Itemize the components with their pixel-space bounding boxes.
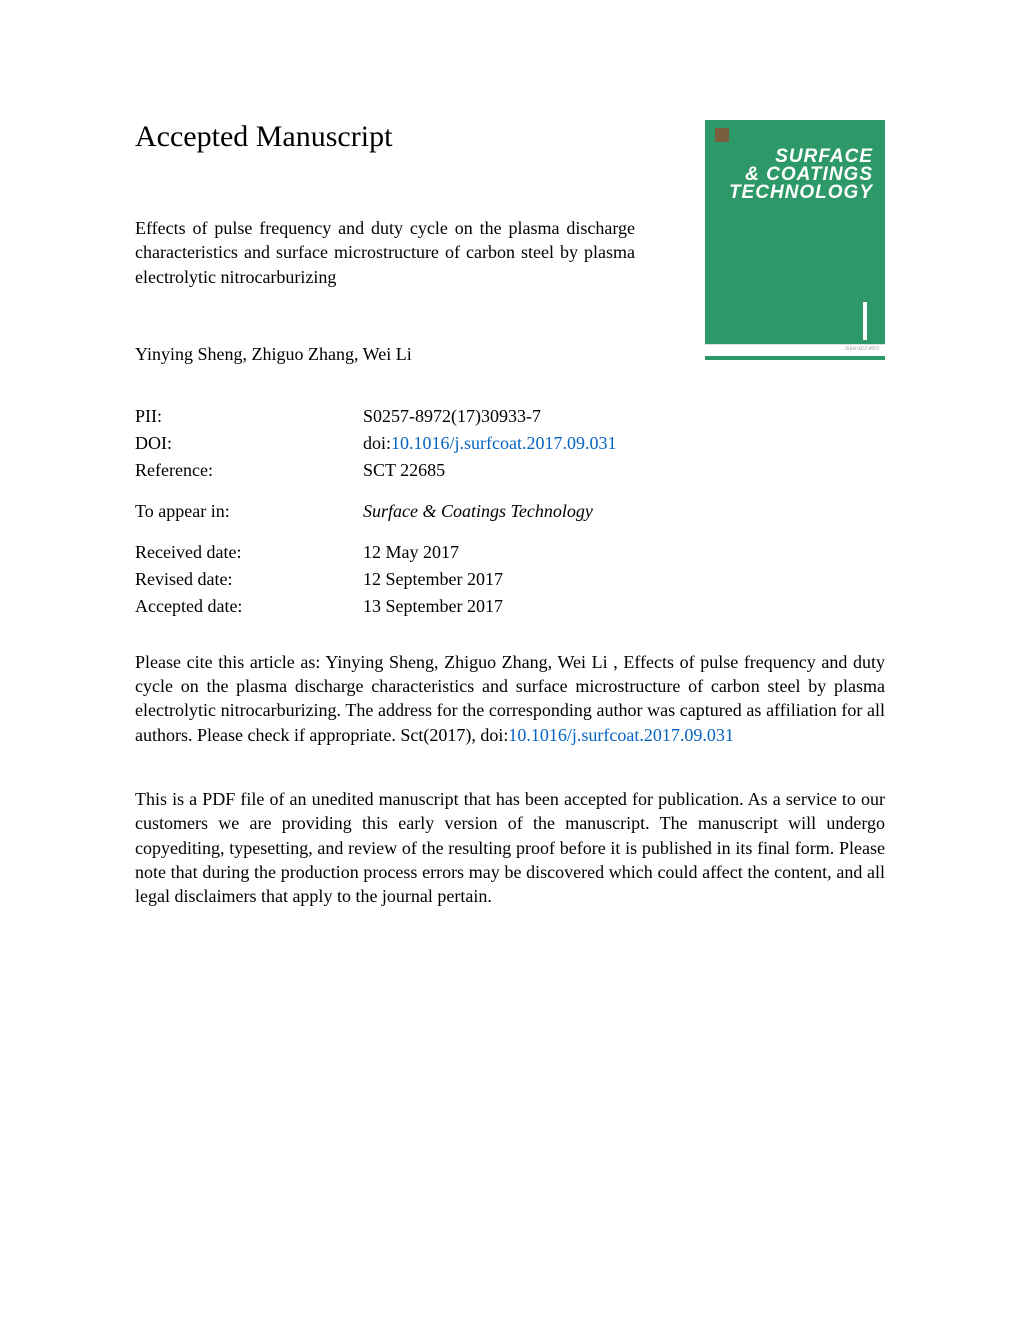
metadata-row-doi: DOI: doi:10.1016/j.surfcoat.2017.09.031 [135, 430, 885, 457]
accepted-value: 13 September 2017 [363, 593, 503, 620]
journal-cover-thumbnail: SURFACE & COATINGS TECHNOLOGY ISSN 0257-… [705, 120, 885, 360]
appear-label: To appear in: [135, 498, 363, 525]
revised-value: 12 September 2017 [363, 566, 503, 593]
accepted-manuscript-heading: Accepted Manuscript [135, 120, 675, 154]
doi-link[interactable]: 10.1016/j.surfcoat.2017.09.031 [391, 433, 616, 453]
metadata-row-received: Received date: 12 May 2017 [135, 539, 885, 566]
cover-issn-text: ISSN 0257-8972 [845, 347, 879, 352]
metadata-row-reference: Reference: SCT 22685 [135, 457, 885, 484]
doi-label: DOI: [135, 430, 363, 457]
header-left-column: Accepted Manuscript Effects of pulse fre… [135, 120, 675, 403]
authors-line: Yinying Sheng, Zhiguo Zhang, Wei Li [135, 344, 675, 365]
doi-value: doi:10.1016/j.surfcoat.2017.09.031 [363, 430, 617, 457]
revised-label: Revised date: [135, 566, 363, 593]
pii-value: S0257-8972(17)30933-7 [363, 403, 541, 430]
reference-value: SCT 22685 [363, 457, 445, 484]
citation-doi-link[interactable]: 10.1016/j.surfcoat.2017.09.031 [508, 725, 733, 745]
doi-prefix: doi: [363, 433, 391, 453]
header-row: Accepted Manuscript Effects of pulse fre… [135, 120, 885, 403]
metadata-row-revised: Revised date: 12 September 2017 [135, 566, 885, 593]
metadata-row-appear: To appear in: Surface & Coatings Technol… [135, 498, 885, 525]
article-title: Effects of pulse frequency and duty cycl… [135, 216, 635, 289]
metadata-row-accepted: Accepted date: 13 September 2017 [135, 593, 885, 620]
disclaimer-paragraph: This is a PDF file of an unedited manusc… [135, 787, 885, 908]
metadata-gap [135, 525, 885, 539]
received-label: Received date: [135, 539, 363, 566]
metadata-row-pii: PII: S0257-8972(17)30933-7 [135, 403, 885, 430]
metadata-gap [135, 484, 885, 498]
cover-footer-bar: ISSN 0257-8972 [705, 344, 885, 356]
metadata-table: PII: S0257-8972(17)30933-7 DOI: doi:10.1… [135, 403, 885, 620]
journal-cover-title: SURFACE & COATINGS TECHNOLOGY [729, 148, 873, 202]
accepted-label: Accepted date: [135, 593, 363, 620]
citation-paragraph: Please cite this article as: Yinying She… [135, 650, 885, 747]
appear-value: Surface & Coatings Technology [363, 498, 593, 525]
cover-title-line: TECHNOLOGY [729, 184, 873, 202]
pii-label: PII: [135, 403, 363, 430]
received-value: 12 May 2017 [363, 539, 459, 566]
reference-label: Reference: [135, 457, 363, 484]
publisher-logo-icon [715, 128, 729, 142]
page-container: Accepted Manuscript Effects of pulse fre… [0, 0, 1020, 969]
cover-stripe-decoration [863, 302, 867, 340]
